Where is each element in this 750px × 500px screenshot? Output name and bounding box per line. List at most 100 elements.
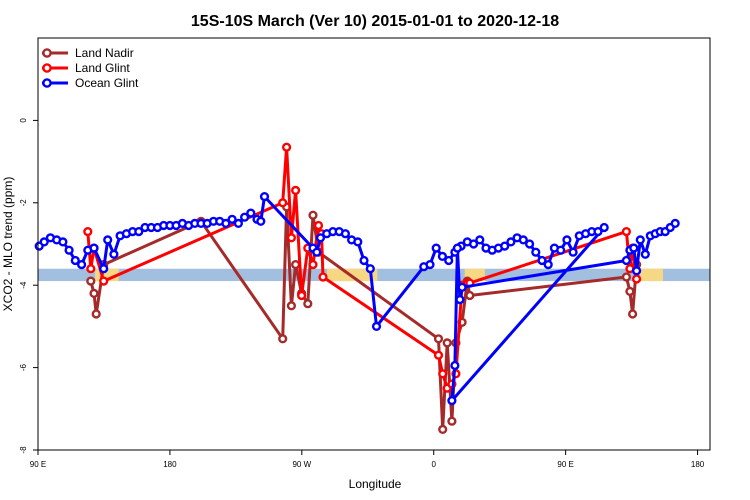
data-point <box>433 350 444 360</box>
legend-item: Land Nadir <box>42 46 134 60</box>
data-point <box>450 360 460 371</box>
data-point <box>625 286 635 297</box>
y-tick-label: 0 <box>19 118 28 123</box>
data-point <box>543 260 553 270</box>
data-point <box>353 237 363 247</box>
x-axis-ticks: 90 E 180 90 W 0 90 E 180 <box>30 450 705 469</box>
data-point <box>291 260 301 270</box>
data-point <box>312 247 322 257</box>
data-point <box>568 247 578 257</box>
data-point <box>297 290 307 301</box>
data-point <box>64 245 74 255</box>
data-point <box>359 255 369 266</box>
legend-swatch-marker <box>42 78 52 88</box>
data-point <box>278 198 288 208</box>
data-point <box>562 235 572 245</box>
data-point <box>431 243 441 253</box>
reference-band-highlight <box>639 268 663 282</box>
data-point <box>469 239 479 249</box>
data-point <box>437 251 448 262</box>
data-point <box>447 396 457 406</box>
legend-item: Land Glint <box>42 61 130 75</box>
series-ocean-glint <box>34 192 680 406</box>
data-point <box>635 235 645 245</box>
data-point <box>109 249 119 259</box>
data-point <box>640 249 650 259</box>
data-point <box>365 264 375 274</box>
data-point <box>86 276 96 286</box>
data-point <box>433 334 444 344</box>
y-axis-ticks: 0 -2 -4 -6 -8 <box>19 118 38 454</box>
data-point <box>631 274 642 284</box>
data-point <box>340 229 351 239</box>
data-point <box>256 216 266 226</box>
data-point <box>631 266 642 276</box>
chart-title: 15S-10S March (Ver 10) 2015-01-01 to 202… <box>191 13 559 30</box>
data-point <box>425 260 435 270</box>
data-point <box>89 288 99 299</box>
data-point <box>103 235 113 245</box>
data-point <box>629 243 639 253</box>
data-point <box>442 338 452 348</box>
data-point <box>315 233 326 243</box>
legend-swatch-marker <box>42 48 52 58</box>
data-point <box>86 264 96 274</box>
series-layer <box>34 142 680 435</box>
data-point <box>233 218 244 229</box>
data-point <box>308 260 318 270</box>
y-tick-label: -6 <box>19 363 28 371</box>
data-point <box>670 218 680 229</box>
data-point <box>556 245 566 255</box>
data-point <box>227 214 237 224</box>
data-point <box>438 424 448 435</box>
data-point <box>475 235 485 245</box>
data-point <box>76 260 87 270</box>
data-point <box>134 227 144 237</box>
legend-label: Ocean Glint <box>75 76 139 90</box>
data-point <box>465 290 475 301</box>
data-point <box>537 255 547 266</box>
data-point <box>282 142 292 152</box>
data-point <box>240 212 250 222</box>
x-tick-label: 90 E <box>557 460 573 469</box>
data-point <box>286 233 297 243</box>
data-point <box>308 210 318 220</box>
data-point <box>259 192 270 202</box>
data-point <box>99 264 109 274</box>
y-tick-label: -4 <box>19 281 28 289</box>
data-point <box>83 227 93 237</box>
data-point <box>452 243 463 253</box>
data-point <box>621 255 632 266</box>
data-point <box>457 282 467 292</box>
data-point <box>58 237 68 247</box>
data-point <box>318 272 328 282</box>
data-point <box>291 185 301 196</box>
data-point <box>531 247 541 257</box>
data-point <box>500 241 510 251</box>
data-point <box>221 218 231 229</box>
data-point <box>524 239 535 249</box>
data-point <box>599 222 609 233</box>
x-tick-label: 180 <box>691 460 705 469</box>
data-point <box>506 237 516 247</box>
data-point <box>246 208 256 218</box>
data-point <box>447 416 457 426</box>
data-point <box>593 227 603 237</box>
legend-label: Land Glint <box>75 61 130 75</box>
y-tick-label: -8 <box>19 446 28 454</box>
y-tick-label: -2 <box>19 199 28 207</box>
data-point <box>278 334 288 344</box>
data-point <box>444 255 454 266</box>
data-point <box>313 220 324 231</box>
data-point <box>621 227 632 237</box>
plot-frame <box>37 37 711 451</box>
x-axis-label: Longitude <box>349 477 402 491</box>
data-point <box>627 309 638 319</box>
data-point <box>89 243 99 253</box>
data-point <box>518 235 528 245</box>
data-point <box>303 299 313 309</box>
legend-item: Ocean Glint <box>42 76 139 90</box>
legend-swatch-marker <box>42 63 52 73</box>
